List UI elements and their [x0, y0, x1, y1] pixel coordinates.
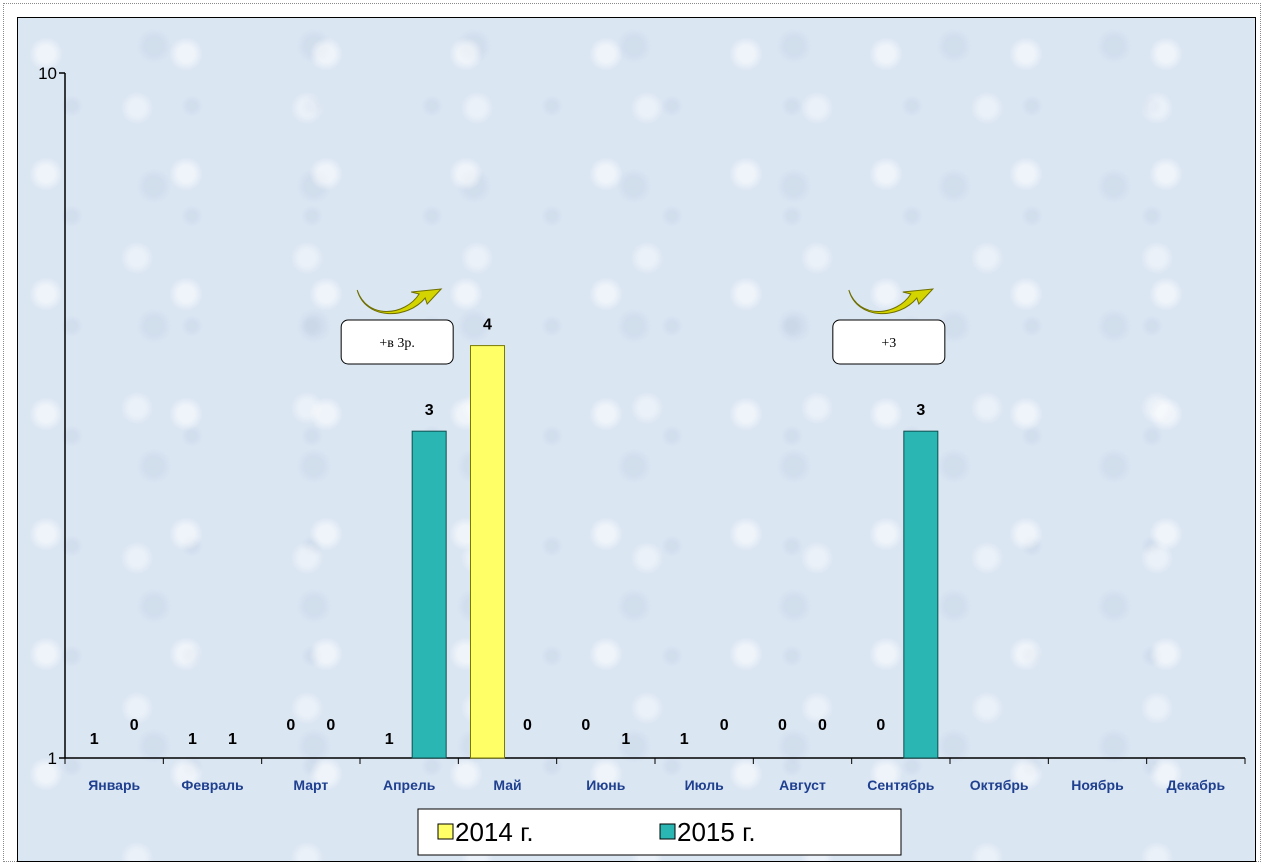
data-label: 0	[326, 717, 335, 734]
category-label: Март	[293, 777, 328, 793]
curved-arrow-icon	[848, 288, 935, 315]
legend-swatch	[659, 823, 676, 840]
category-label: Июль	[685, 777, 725, 793]
data-label: 0	[581, 717, 590, 734]
data-label: 3	[425, 402, 434, 419]
data-label: 0	[720, 717, 729, 734]
data-label: 0	[778, 717, 787, 734]
category-label: Июнь	[586, 777, 625, 793]
data-label: 3	[916, 402, 925, 419]
data-label: 0	[286, 717, 295, 734]
annotation: +в 3р.	[340, 288, 454, 365]
category-label: Январь	[88, 777, 140, 793]
annotation-text: +в 3р.	[379, 336, 415, 351]
y-tick-label: 1	[48, 749, 57, 768]
data-label: 1	[385, 731, 394, 748]
bar[interactable]	[411, 430, 447, 759]
category-label: Май	[493, 777, 521, 793]
annotation-text: +3	[881, 336, 896, 351]
category-label: Февраль	[181, 777, 244, 793]
data-label: 4	[483, 317, 492, 334]
y-tick-label: 10	[38, 64, 57, 83]
data-label: 1	[680, 731, 689, 748]
plot-area	[17, 17, 1256, 862]
category-label: Апрель	[383, 777, 436, 793]
annotation: +3	[832, 288, 946, 365]
data-label: 1	[188, 731, 197, 748]
category-label: Октябрь	[970, 777, 1029, 793]
curved-arrow-icon	[356, 288, 443, 315]
annotation-box	[340, 319, 454, 365]
bar[interactable]	[470, 345, 505, 759]
category-label: Ноябрь	[1071, 777, 1124, 793]
data-label: 0	[818, 717, 827, 734]
annotation-box	[832, 319, 946, 365]
category-label: Декабрь	[1167, 777, 1226, 793]
data-label: 0	[130, 717, 139, 734]
legend-swatch	[437, 823, 454, 840]
data-label: 0	[876, 717, 885, 734]
data-label: 0	[523, 717, 532, 734]
category-label: Август	[779, 777, 826, 793]
legend-label: 2015 г.	[677, 817, 756, 847]
legend-label: 2014 г.	[455, 817, 534, 847]
bar[interactable]	[903, 430, 939, 759]
data-label: 1	[621, 731, 630, 748]
data-label: 1	[90, 731, 99, 748]
data-label: 1	[228, 731, 237, 748]
category-label: Сентябрь	[867, 777, 935, 793]
